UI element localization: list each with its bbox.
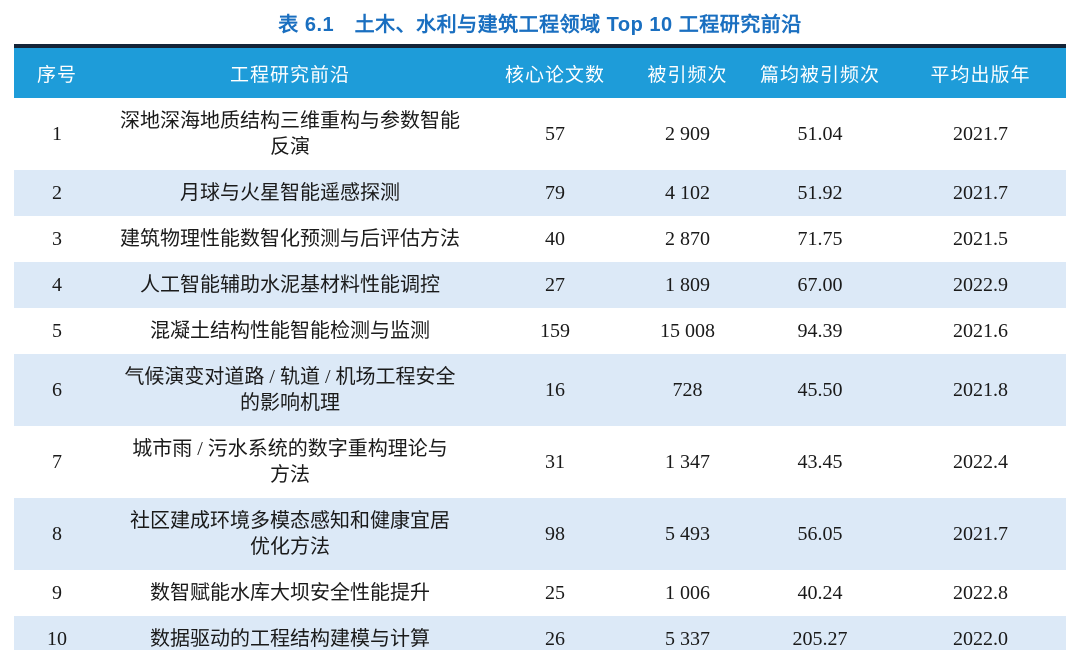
citations-per-paper-cell: 205.27 (792, 628, 848, 650)
core-papers-cell: 57 (545, 123, 565, 145)
table-row: 2 月球与火星智能遥感探测 79 4 102 51.92 2021.7 (14, 170, 1066, 216)
citations-cell: 2 909 (665, 123, 710, 145)
core-papers-cell: 26 (545, 628, 565, 650)
avg-pub-year-cell: 2021.7 (953, 123, 1008, 145)
table-caption: 表 6.1 土木、水利与建筑工程领域 Top 10 工程研究前沿 (278, 14, 802, 36)
research-front-cell: 社区建成环境多模态感知和健康宜居 优化方法 (130, 510, 450, 558)
citations-per-paper-cell: 56.05 (797, 523, 843, 545)
citations-cell: 4 102 (665, 182, 710, 204)
citations-cell: 15 008 (660, 320, 715, 342)
core-papers-cell: 79 (545, 182, 565, 204)
avg-pub-year-cell: 2021.6 (953, 320, 1008, 342)
avg-pub-year-cell: 2021.8 (953, 379, 1008, 401)
core-papers-cell: 40 (545, 228, 565, 250)
core-papers-cell: 159 (540, 320, 570, 342)
core-papers-cell: 98 (545, 523, 565, 545)
avg-pub-year-cell: 2021.5 (953, 228, 1008, 250)
avg-pub-year-cell: 2022.9 (953, 274, 1008, 296)
header-core-papers: 核心论文数 (480, 46, 630, 98)
core-papers-cell: 31 (545, 451, 565, 473)
header-research-front: 工程研究前沿 (100, 46, 480, 98)
citations-cell: 5 493 (665, 523, 710, 545)
research-front-cell: 人工智能辅助水泥基材料性能调控 (140, 274, 440, 296)
table-body: 1 深地深海地质结构三维重构与参数智能 反演 57 2 909 51.04 20… (14, 98, 1066, 650)
header-row: 序号 工程研究前沿 核心论文数 被引频次 篇均被引频次 平均出版年 (14, 46, 1066, 98)
research-front-cell: 城市雨 / 污水系统的数字重构理论与 方法 (132, 438, 448, 486)
research-front-cell: 数智赋能水库大坝安全性能提升 (150, 582, 430, 604)
citations-cell: 2 870 (665, 228, 710, 250)
avg-pub-year-cell: 2021.7 (953, 182, 1008, 204)
row-number-cell: 10 (47, 628, 67, 650)
citations-per-paper-cell: 51.04 (797, 123, 843, 145)
research-front-cell: 数据驱动的工程结构建模与计算 (150, 628, 430, 650)
avg-pub-year-cell: 2022.0 (953, 628, 1008, 650)
table-row: 7 城市雨 / 污水系统的数字重构理论与 方法 31 1 347 43.45 2… (14, 426, 1066, 498)
row-number-cell: 3 (52, 228, 62, 250)
citations-per-paper-cell: 67.00 (797, 274, 843, 296)
research-front-cell: 建筑物理性能数智化预测与后评估方法 (120, 228, 460, 250)
core-papers-cell: 27 (545, 274, 565, 296)
header-citations-per-paper: 篇均被引频次 (745, 46, 895, 98)
citations-per-paper-cell: 51.92 (797, 182, 843, 204)
table-row: 3 建筑物理性能数智化预测与后评估方法 40 2 870 71.75 2021.… (14, 216, 1066, 262)
table-row: 9 数智赋能水库大坝安全性能提升 25 1 006 40.24 2022.8 (14, 570, 1066, 616)
research-front-cell: 月球与火星智能遥感探测 (180, 182, 400, 204)
table-row: 4 人工智能辅助水泥基材料性能调控 27 1 809 67.00 2022.9 (14, 262, 1066, 308)
header-avg-pub-year: 平均出版年 (895, 46, 1066, 98)
avg-pub-year-cell: 2021.7 (953, 523, 1008, 545)
research-front-cell: 混凝土结构性能智能检测与监测 (150, 320, 430, 342)
table-row: 8 社区建成环境多模态感知和健康宜居 优化方法 98 5 493 56.05 2… (14, 498, 1066, 570)
row-number-cell: 6 (52, 379, 62, 401)
research-front-cell: 深地深海地质结构三维重构与参数智能 反演 (120, 110, 460, 158)
table-row: 1 深地深海地质结构三维重构与参数智能 反演 57 2 909 51.04 20… (14, 98, 1066, 170)
table-header: 序号 工程研究前沿 核心论文数 被引频次 篇均被引频次 平均出版年 (14, 46, 1066, 98)
table-row: 6 气候演变对道路 / 轨道 / 机场工程安全 的影响机理 16 728 45.… (14, 354, 1066, 426)
citations-per-paper-cell: 40.24 (797, 582, 843, 604)
citations-cell: 1 809 (665, 274, 710, 296)
research-front-cell: 气候演变对道路 / 轨道 / 机场工程安全 的影响机理 (124, 366, 456, 414)
row-number-cell: 9 (52, 582, 62, 604)
citations-per-paper-cell: 43.45 (797, 451, 843, 473)
header-seq: 序号 (14, 46, 100, 98)
header-citations: 被引频次 (630, 46, 745, 98)
citations-per-paper-cell: 94.39 (797, 320, 843, 342)
citations-cell: 1 347 (665, 451, 710, 473)
row-number-cell: 2 (52, 182, 62, 204)
row-number-cell: 7 (52, 451, 62, 473)
citations-per-paper-cell: 45.50 (797, 379, 843, 401)
core-papers-cell: 25 (545, 582, 565, 604)
research-fronts-table: 序号 工程研究前沿 核心论文数 被引频次 篇均被引频次 平均出版年 1 深地深海… (14, 44, 1066, 650)
row-number-cell: 1 (52, 123, 62, 145)
citations-cell: 1 006 (665, 582, 710, 604)
table-row: 5 混凝土结构性能智能检测与监测 159 15 008 94.39 2021.6 (14, 308, 1066, 354)
table-row: 10 数据驱动的工程结构建模与计算 26 5 337 205.27 2022.0 (14, 616, 1066, 650)
avg-pub-year-cell: 2022.4 (953, 451, 1008, 473)
citations-per-paper-cell: 71.75 (797, 228, 843, 250)
citations-cell: 5 337 (665, 628, 710, 650)
row-number-cell: 5 (52, 320, 62, 342)
core-papers-cell: 16 (545, 379, 565, 401)
row-number-cell: 4 (52, 274, 62, 296)
citations-cell: 728 (672, 379, 703, 401)
row-number-cell: 8 (52, 523, 62, 545)
avg-pub-year-cell: 2022.8 (953, 582, 1008, 604)
